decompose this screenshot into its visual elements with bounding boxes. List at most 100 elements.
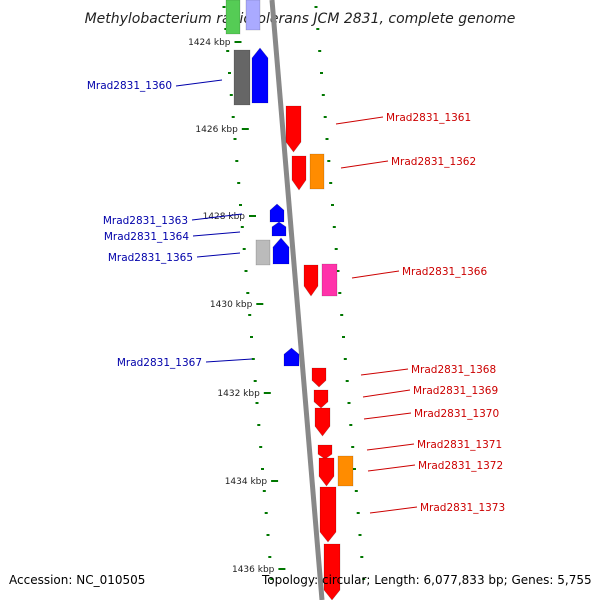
left-tick	[228, 72, 231, 74]
gene-mrad2831-1365[interactable]	[272, 237, 290, 265]
right-tick	[347, 402, 351, 404]
gene-label-mrad2831-1370[interactable]: Mrad2831_1370	[414, 408, 499, 420]
right-tick	[356, 512, 360, 514]
leader-line	[367, 464, 416, 472]
gene-orange-1[interactable]	[309, 153, 325, 190]
map-title: Methylobacterium radiotolerans JCM 2831,…	[85, 11, 516, 27]
left-tick	[261, 468, 264, 470]
gene-label-mrad2831-1366[interactable]: Mrad2831_1366	[402, 266, 487, 278]
gene-light-gray[interactable]	[255, 239, 271, 266]
left-tick	[257, 424, 261, 426]
scale-marks: 1424 kbp 1426 kbp 1428 kbp 1430 kbp 1432 kbp…	[188, 38, 286, 575]
left-tick	[251, 358, 255, 360]
gene-mrad2831-1364[interactable]	[271, 221, 287, 237]
left-tick	[229, 94, 233, 96]
gene-top-green[interactable]	[225, 0, 241, 35]
right-tick	[338, 292, 342, 294]
gene-mrad2831-1369[interactable]	[313, 389, 329, 409]
gene-label-mrad2831-1367[interactable]: Mrad2831_1367	[117, 357, 202, 369]
right-tick	[323, 116, 327, 118]
gene-label-mrad2831-1360[interactable]: Mrad2831_1360	[87, 80, 172, 92]
gene-mrad2831-1367[interactable]	[283, 347, 300, 367]
gene-mrad2831-1373[interactable]	[319, 486, 337, 543]
left-tick	[246, 292, 250, 294]
leader-line	[340, 160, 389, 169]
right-tick	[325, 138, 329, 140]
leader-line	[192, 231, 241, 237]
left-tick	[244, 270, 248, 272]
right-tick	[340, 314, 344, 316]
gene-top-lavender[interactable]	[245, 0, 261, 31]
right-tick	[362, 578, 366, 580]
right-tick	[332, 226, 336, 228]
left-tick	[268, 556, 272, 558]
topology-label: Topology: circular; Length: 6,077,833 bp…	[262, 573, 592, 587]
left-tick	[224, 28, 228, 30]
gene-label-mrad2831-1372[interactable]: Mrad2831_1372	[418, 460, 503, 472]
right-tick	[321, 94, 325, 96]
gene-mrad2831-1370[interactable]	[314, 407, 331, 437]
gene-orange-2[interactable]	[337, 455, 354, 487]
gene-labels: Mrad2831_1360 Mrad2831_1363 Mrad2831_1364 M…	[87, 79, 505, 514]
gene-label-mrad2831-1363[interactable]: Mrad2831_1363	[103, 215, 188, 227]
scale-tick	[278, 568, 286, 570]
gene-mrad2831-1360[interactable]	[251, 47, 269, 104]
left-tick	[266, 534, 270, 536]
scale-label: 1426 kbp	[195, 125, 238, 135]
scale-tick	[263, 392, 271, 394]
scale-label: 1430 kbp	[210, 300, 253, 310]
right-tick	[342, 336, 345, 338]
gene-mrad2831-1362[interactable]	[291, 155, 307, 191]
right-tick	[327, 160, 331, 162]
gene-label-mrad2831-1362[interactable]: Mrad2831_1362	[391, 156, 476, 168]
gene-label-mrad2831-1368[interactable]: Mrad2831_1368	[411, 364, 496, 376]
scale-tick	[249, 215, 256, 217]
scale-tick	[234, 41, 242, 43]
right-tick	[318, 50, 322, 52]
leader-line	[369, 506, 418, 514]
gene-mrad2831-1372[interactable]	[318, 457, 335, 487]
scale-label: 1424 kbp	[188, 38, 231, 48]
gene-mrad2831-1361[interactable]	[285, 105, 302, 153]
gene-label-mrad2831-1365[interactable]: Mrad2831_1365	[108, 252, 193, 264]
left-tick	[242, 248, 246, 250]
right-tick	[314, 6, 318, 8]
gene-label-mrad2831-1371[interactable]: Mrad2831_1371	[417, 439, 502, 451]
left-tick	[253, 380, 257, 382]
leader-line	[363, 412, 412, 420]
left-tick	[231, 116, 235, 118]
gene-label-mrad2831-1369[interactable]: Mrad2831_1369	[413, 385, 498, 397]
gene-pink[interactable]	[321, 263, 338, 297]
scale-label: 1432 kbp	[217, 389, 260, 399]
right-tick	[358, 534, 362, 536]
gene-label-mrad2831-1361[interactable]: Mrad2831_1361	[386, 112, 471, 124]
gene-mrad2831-1368[interactable]	[311, 367, 327, 388]
right-tick	[334, 248, 338, 250]
left-tick	[270, 578, 274, 580]
right-tick	[331, 204, 334, 206]
left-tick	[222, 6, 226, 8]
accession-label: Accession: NC_010505	[9, 573, 146, 587]
left-tick	[259, 446, 263, 448]
gene-label-mrad2831-1364[interactable]: Mrad2831_1364	[104, 231, 189, 243]
right-tick	[320, 72, 323, 74]
right-tick	[353, 468, 356, 470]
left-tick	[262, 490, 266, 492]
gene-label-mrad2831-1373[interactable]: Mrad2831_1373	[420, 502, 505, 514]
left-tick	[226, 50, 230, 52]
gene-mrad2831-1363[interactable]	[269, 203, 285, 223]
right-tick	[351, 446, 355, 448]
gene-bottom-red[interactable]	[323, 543, 341, 600]
scale-label: 1434 kbp	[225, 477, 268, 487]
gene-mrad2831-1371[interactable]	[317, 444, 333, 460]
leader-line	[351, 270, 400, 279]
right-tick	[360, 556, 364, 558]
left-tick	[264, 512, 268, 514]
gene-mrad2831-1366[interactable]	[303, 264, 319, 297]
leader-line	[362, 389, 411, 398]
gene-gray[interactable]	[233, 49, 251, 106]
right-tick	[343, 358, 347, 360]
left-tick	[233, 138, 237, 140]
scale-tick	[271, 480, 279, 482]
